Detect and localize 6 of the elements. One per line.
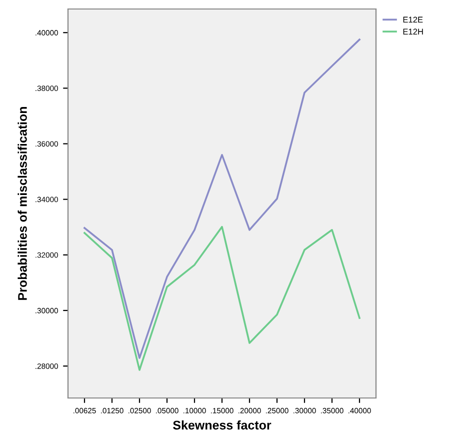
x-axis-title: Skewness factor (173, 420, 272, 430)
legend-label: E12H (403, 28, 423, 34)
line-series (84, 226, 360, 371)
y-axis-title: Probabilities of misclassification (18, 107, 27, 300)
line-series (84, 38, 360, 359)
legend-label: E12E (403, 16, 423, 23)
